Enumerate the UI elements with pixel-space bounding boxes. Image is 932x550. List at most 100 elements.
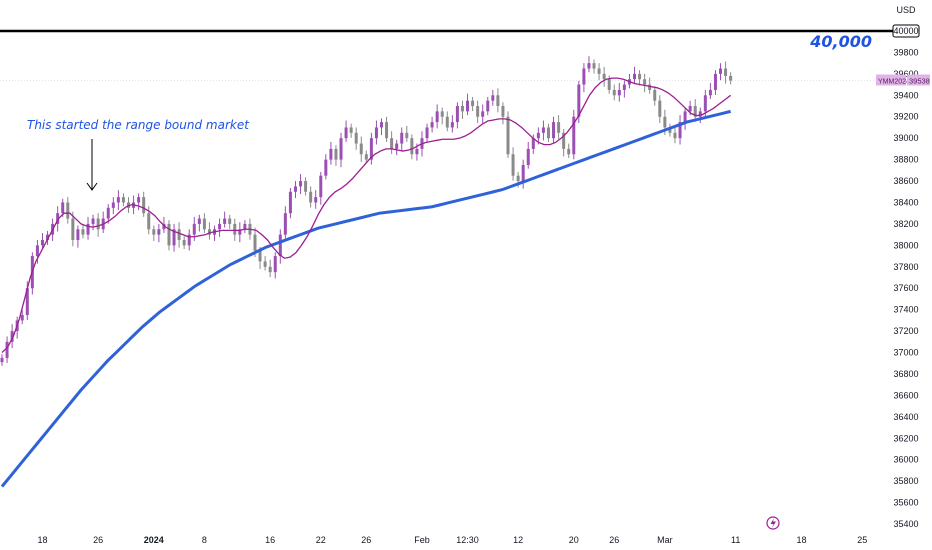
candle-body — [724, 68, 728, 77]
candle-body — [521, 164, 525, 182]
candle-body — [258, 250, 262, 262]
candle-body — [607, 79, 611, 90]
x-tick-label: Feb — [414, 535, 430, 545]
ma-short-line — [1, 77, 732, 353]
candle-body — [314, 197, 318, 203]
candle-body — [486, 100, 490, 112]
candle-body — [162, 223, 166, 230]
candle-body — [10, 331, 14, 342]
candle-body — [552, 122, 556, 139]
candle-body — [597, 68, 601, 74]
candle-body — [374, 127, 378, 139]
candles — [0, 56, 733, 366]
candle-body — [622, 84, 626, 90]
candle-body — [440, 111, 444, 117]
candle-body — [698, 111, 702, 117]
candle-body — [592, 63, 596, 69]
y-tick-label: 37600 — [893, 283, 918, 293]
candle-body — [187, 234, 191, 246]
candle-body — [410, 138, 414, 155]
candle-body — [253, 234, 257, 251]
x-tick-label: 12:30 — [456, 535, 479, 545]
currency-label[interactable]: USD — [896, 5, 916, 15]
candle-body — [354, 132, 358, 144]
candle-body — [299, 181, 303, 187]
y-tick-label: 37000 — [893, 348, 918, 358]
candle-body — [405, 132, 409, 139]
candle-body — [339, 138, 343, 160]
y-tick-label: 38600 — [893, 176, 918, 186]
candle-body — [526, 148, 530, 165]
x-tick-label: 12 — [513, 535, 523, 545]
candle-body — [531, 138, 535, 149]
candle-body — [127, 202, 130, 208]
candle-body — [653, 89, 657, 101]
candle-body — [496, 95, 500, 107]
candle-body — [263, 261, 267, 267]
candle-body — [708, 89, 712, 96]
candle-body — [617, 89, 621, 96]
candle-body — [400, 132, 404, 144]
candle-body — [562, 132, 566, 149]
y-tick-label: 36400 — [893, 412, 918, 422]
candle-body — [233, 223, 237, 235]
x-tick-label: 22 — [316, 535, 326, 545]
candle-body — [304, 181, 308, 192]
x-axis: 18 26 2024 8 16 22 26 Feb 12:30 12 20 26 Mar 11 18 25 — [37, 535, 867, 545]
candle-body — [435, 111, 439, 123]
candle-body — [729, 76, 733, 81]
candle-body — [425, 127, 429, 139]
candle-body — [349, 127, 353, 133]
candle-body — [207, 229, 211, 235]
candle-body — [658, 100, 662, 117]
x-tick-label: 18 — [37, 535, 47, 545]
candle-body — [516, 175, 520, 182]
candle-body — [96, 218, 100, 230]
candle-body — [638, 73, 642, 80]
candle-body — [541, 127, 545, 133]
candle-body — [40, 239, 44, 246]
x-tick-label: 20 — [569, 535, 579, 545]
candle-body — [283, 213, 287, 235]
candle-body — [334, 148, 338, 160]
candle-body — [344, 127, 348, 139]
candle-body — [182, 239, 186, 246]
candle-body — [369, 138, 373, 160]
candle-body — [5, 341, 9, 358]
candle-body — [359, 143, 363, 155]
candle-body — [719, 68, 723, 74]
annotation-arrow-head — [86, 182, 98, 191]
y-tick-label: 35600 — [893, 498, 918, 508]
x-tick-label: 26 — [361, 535, 371, 545]
candle-body — [228, 218, 232, 224]
lightning-icon[interactable] — [766, 516, 780, 530]
candle-body — [364, 154, 368, 160]
x-tick-label: 2024 — [144, 535, 164, 545]
candle-body — [385, 122, 389, 139]
y-tick-label: 38200 — [893, 219, 918, 229]
symbol-label: YMM2024 — [878, 79, 910, 86]
candle-body — [546, 127, 550, 139]
candle-body — [450, 122, 454, 128]
candle-body — [693, 106, 697, 117]
y-tick-label: 37200 — [893, 326, 918, 336]
candle-body — [137, 197, 141, 203]
x-tick-label: 26 — [609, 535, 619, 545]
candle-body — [76, 229, 80, 240]
annotation-text: This started the range bound market — [27, 118, 250, 132]
candle-body — [61, 202, 65, 214]
candle-body — [116, 197, 120, 203]
candle-body — [324, 159, 328, 176]
y-tick-label: 40000 — [893, 26, 918, 36]
y-tick-label: 35800 — [893, 476, 918, 486]
candle-body — [678, 122, 682, 139]
candle-body — [567, 148, 571, 155]
candle-body — [430, 122, 434, 128]
candle-body — [713, 73, 717, 90]
y-tick-label: 39000 — [893, 133, 918, 143]
candle-body — [673, 132, 677, 139]
candle-body — [268, 266, 272, 273]
level-axis-box — [892, 24, 920, 38]
candle-body — [648, 84, 652, 90]
